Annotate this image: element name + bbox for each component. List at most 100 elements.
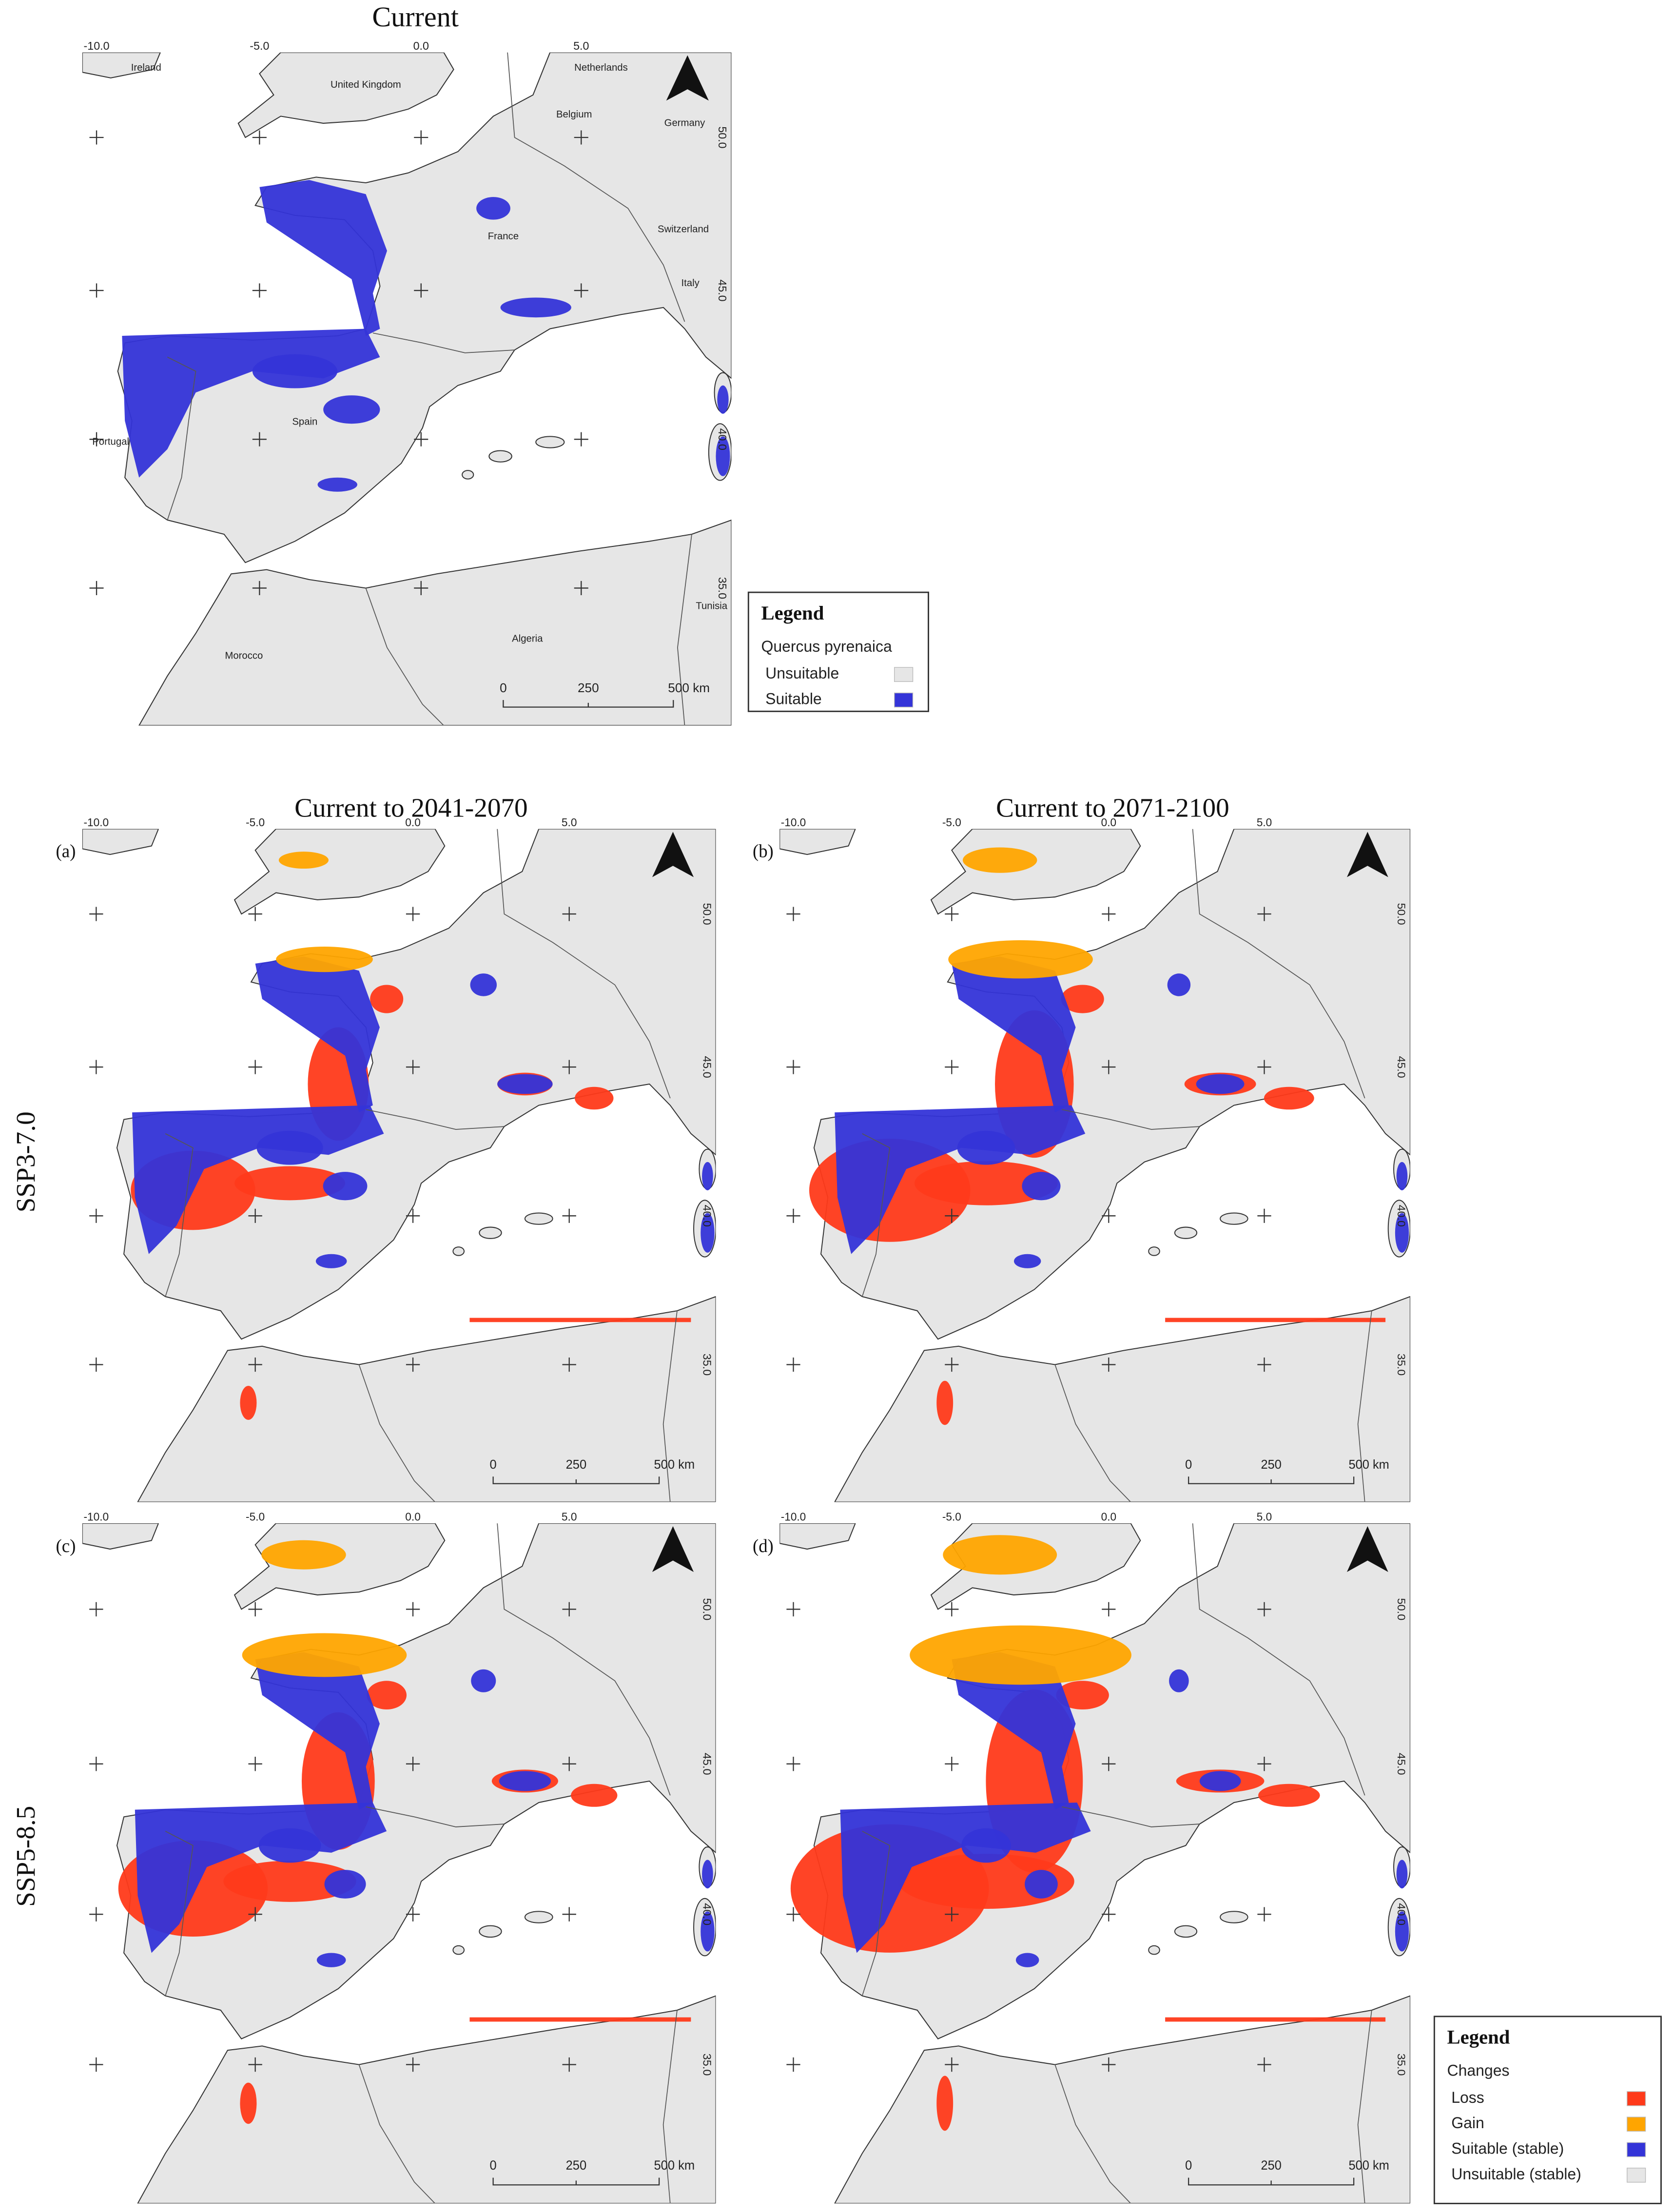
latitude-label: 45.0 (701, 1056, 714, 1078)
graticule-cross (248, 1358, 262, 1372)
suitability-area (323, 395, 380, 424)
graticule-cross (89, 581, 104, 595)
suitability-area (571, 1784, 618, 1807)
latitude-label: 35.0 (1395, 2054, 1407, 2076)
suitability-area (915, 1161, 1058, 1205)
graticule-cross (248, 2057, 262, 2072)
panel-label: (b) (753, 841, 774, 862)
scale-bar-label: 0 (1185, 1458, 1192, 1472)
border (372, 332, 515, 353)
island (1148, 1246, 1160, 1256)
legend-swatch (1626, 2168, 1646, 2183)
suitability-area (1199, 1771, 1241, 1791)
suitability-area (315, 1254, 347, 1268)
suitability-area (952, 1652, 1076, 1810)
graticule-cross (786, 1208, 800, 1223)
border (1357, 2010, 1372, 2204)
graticule-cross (406, 2057, 420, 2072)
legend-swatch (894, 692, 914, 708)
north-arrow (666, 55, 709, 101)
border (507, 52, 685, 322)
suitability-area (943, 1535, 1057, 1575)
latitude-label: 45.0 (1395, 1056, 1408, 1078)
longitude-label: -10.0 (781, 1510, 806, 1523)
island (524, 1212, 553, 1225)
country-label: Morocco (225, 650, 263, 661)
suitability-area (1396, 1860, 1408, 1889)
graticule-cross (89, 130, 104, 145)
latitude-label: 40.0 (716, 428, 729, 450)
suitability-area (278, 852, 329, 869)
graticule-cross (574, 432, 588, 446)
legend-item: Unsuitable (765, 664, 839, 682)
graticule-cross (562, 1907, 576, 1921)
graticule-cross (89, 283, 104, 298)
graticule-cross (89, 1602, 103, 1617)
land (137, 1296, 716, 1502)
suitability-area (952, 956, 1076, 1113)
scale-bar-label: 500 km (1349, 1458, 1389, 1472)
island (535, 436, 565, 448)
suitability-area (469, 1318, 691, 1322)
legend-swatch (894, 667, 914, 682)
latitude-label: 50.0 (701, 1598, 714, 1621)
graticule-cross (1102, 1756, 1116, 1771)
suitability-area (324, 1870, 366, 1899)
map-body (82, 829, 716, 1502)
country-label: Spain (292, 417, 317, 427)
latitude-label: 45.0 (701, 1753, 714, 1775)
land (234, 829, 446, 915)
island (452, 1945, 465, 1955)
scale-bar (1188, 2177, 1355, 2186)
scale-bar-label: 500 km (654, 1458, 695, 1472)
graticule-cross (945, 1756, 959, 1771)
suitability-area (957, 1130, 1015, 1165)
panel-label: (c) (56, 1536, 76, 1556)
legend-item: Suitable (765, 690, 822, 708)
figure-title: Current (372, 1, 459, 33)
land (779, 829, 856, 855)
scale-bar-label: 250 (566, 2158, 587, 2173)
suitability-area (910, 1625, 1131, 1685)
country-label: Portugal (92, 436, 129, 447)
island (524, 1911, 553, 1923)
border (167, 356, 196, 521)
suitability-area (255, 1652, 380, 1810)
latitude-label: 40.0 (701, 1205, 714, 1227)
scale-bar-label: 0 (500, 680, 507, 695)
border (1192, 1523, 1365, 1796)
legend-swatch (1626, 2116, 1646, 2132)
suitability-area (469, 2017, 691, 2022)
panel-label: (d) (753, 1536, 774, 1556)
suitability-area (323, 1172, 368, 1201)
graticule-cross (414, 283, 428, 298)
graticule-cross (252, 432, 267, 446)
graticule-cross (1102, 1060, 1116, 1074)
longitude-label: -5.0 (246, 1510, 265, 1523)
land (138, 519, 732, 726)
suitability-area (255, 956, 380, 1113)
suitability-area (702, 1860, 713, 1889)
suitability-area (1396, 1162, 1408, 1190)
graticule-cross (89, 432, 104, 446)
graticule-cross (945, 1602, 959, 1617)
border (497, 1523, 671, 1796)
border (861, 1830, 891, 1996)
suitability-area (1169, 1669, 1189, 1692)
graticule-cross (786, 1756, 800, 1771)
graticule-cross (562, 1208, 576, 1223)
suitability-area (1258, 1784, 1320, 1807)
map-panel: -10.0 -5.0 0.0 5.0 50.0 45.0 40.0 35.0 0 250 500 k… (56, 1510, 716, 2204)
border (365, 588, 444, 726)
graticule-cross (574, 283, 588, 298)
graticule-cross (406, 1060, 420, 1074)
graticule-cross (1257, 1756, 1271, 1771)
suitability-area (701, 1911, 715, 1952)
graticule-cross (248, 1208, 262, 1223)
graticule-cross (89, 1060, 103, 1074)
latitude-label: 35.0 (1395, 1354, 1408, 1376)
scale-bar (503, 700, 674, 708)
legend-box (747, 591, 929, 712)
border (861, 1133, 891, 1297)
